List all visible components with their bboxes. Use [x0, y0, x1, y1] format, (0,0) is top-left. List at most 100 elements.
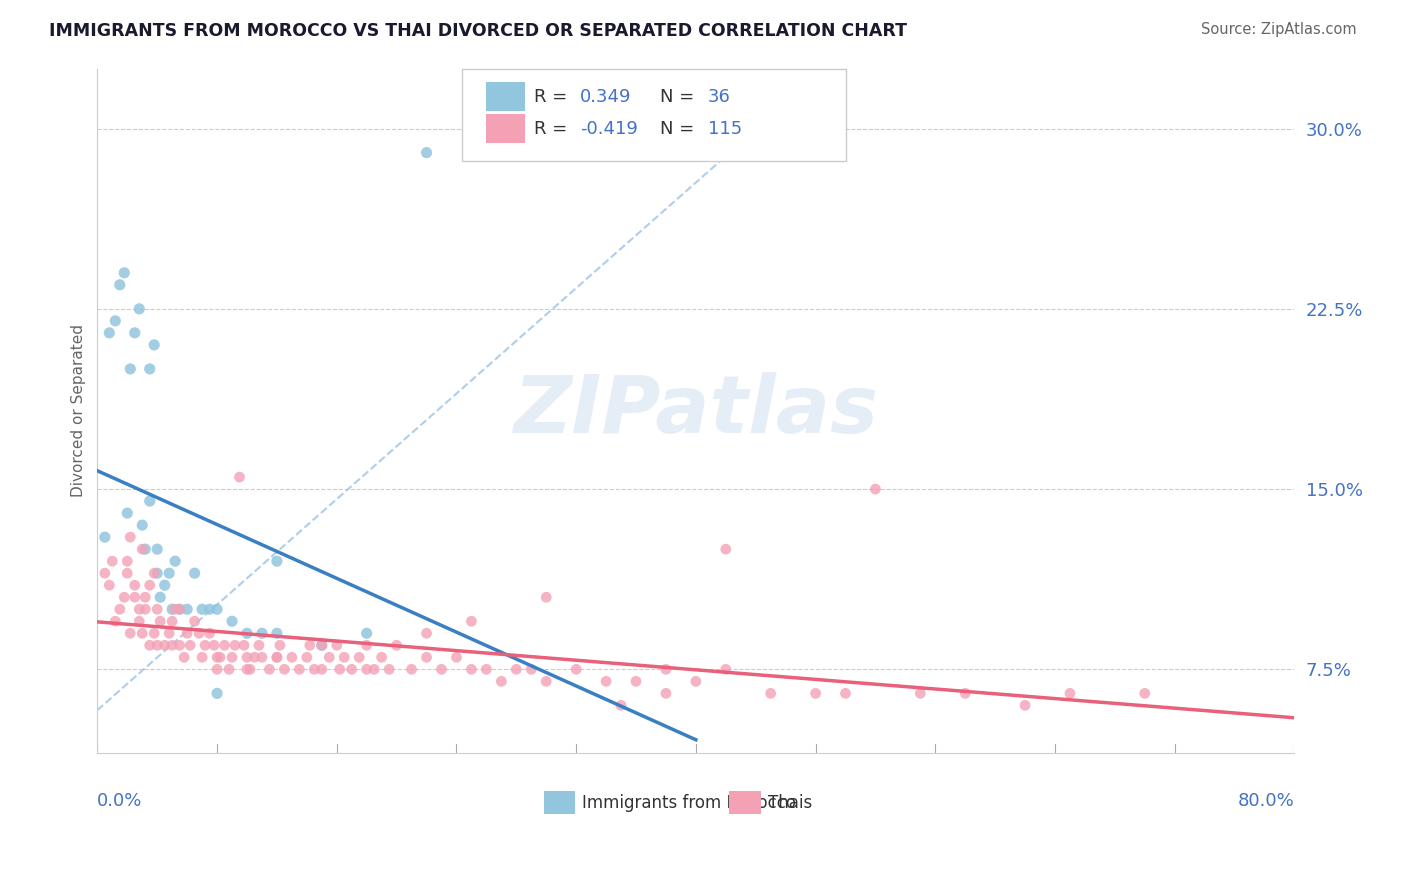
- Point: [460, 614, 482, 628]
- Point: [138, 362, 160, 376]
- Point: [134, 591, 156, 605]
- Point: [333, 650, 356, 665]
- Point: [146, 638, 169, 652]
- Point: [138, 578, 160, 592]
- Text: -0.419: -0.419: [579, 120, 638, 137]
- Point: [149, 614, 172, 628]
- Point: [536, 674, 558, 689]
- Point: [108, 602, 131, 616]
- Point: [153, 638, 176, 652]
- Point: [475, 662, 498, 676]
- Point: [233, 638, 256, 652]
- Point: [138, 494, 160, 508]
- Point: [104, 614, 127, 628]
- Point: [134, 542, 156, 557]
- Point: [266, 626, 288, 640]
- Point: [259, 662, 281, 676]
- Point: [520, 662, 543, 676]
- Point: [183, 566, 205, 581]
- Point: [804, 686, 827, 700]
- Point: [124, 326, 146, 340]
- Point: [288, 662, 311, 676]
- Point: [311, 638, 333, 652]
- Point: [153, 578, 176, 592]
- Point: [311, 638, 333, 652]
- Point: [266, 650, 288, 665]
- Text: 0.0%: 0.0%: [97, 792, 143, 810]
- Point: [595, 674, 617, 689]
- Point: [565, 662, 588, 676]
- Text: N =: N =: [659, 120, 700, 137]
- Point: [179, 638, 201, 652]
- Point: [205, 686, 228, 700]
- Point: [124, 591, 146, 605]
- Point: [329, 662, 352, 676]
- Point: [183, 614, 205, 628]
- Point: [356, 638, 378, 652]
- Point: [131, 626, 153, 640]
- Point: [224, 638, 246, 652]
- Point: [160, 614, 183, 628]
- Point: [714, 662, 737, 676]
- Point: [194, 638, 217, 652]
- Text: Thais: Thais: [768, 794, 811, 812]
- Point: [202, 638, 225, 652]
- Point: [176, 602, 198, 616]
- Y-axis label: Divorced or Separated: Divorced or Separated: [72, 325, 86, 498]
- Point: [236, 662, 259, 676]
- Point: [415, 650, 437, 665]
- FancyBboxPatch shape: [463, 69, 845, 161]
- Point: [112, 266, 135, 280]
- Point: [128, 614, 150, 628]
- Point: [165, 554, 187, 568]
- Point: [1059, 686, 1081, 700]
- Point: [104, 314, 127, 328]
- Point: [491, 674, 513, 689]
- Point: [430, 662, 453, 676]
- Text: Immigrants from Morocco: Immigrants from Morocco: [582, 794, 796, 812]
- Point: [239, 662, 262, 676]
- Point: [714, 542, 737, 557]
- Point: [236, 626, 259, 640]
- Point: [169, 602, 191, 616]
- Point: [266, 650, 288, 665]
- Point: [340, 662, 363, 676]
- Point: [385, 638, 408, 652]
- Point: [228, 470, 250, 484]
- Point: [318, 650, 340, 665]
- Point: [146, 602, 169, 616]
- Point: [198, 602, 221, 616]
- Point: [505, 662, 527, 676]
- Point: [304, 662, 326, 676]
- Point: [401, 662, 423, 676]
- Point: [610, 698, 633, 713]
- Point: [143, 626, 166, 640]
- Point: [120, 626, 142, 640]
- Point: [112, 591, 135, 605]
- Point: [176, 626, 198, 640]
- Point: [250, 650, 273, 665]
- Point: [295, 650, 318, 665]
- Point: [134, 602, 156, 616]
- Point: [117, 566, 139, 581]
- Point: [953, 686, 976, 700]
- Point: [214, 638, 236, 652]
- Text: 0.349: 0.349: [579, 87, 631, 105]
- Point: [149, 591, 172, 605]
- FancyBboxPatch shape: [486, 82, 524, 111]
- Text: 80.0%: 80.0%: [1237, 792, 1295, 810]
- Point: [415, 626, 437, 640]
- Point: [247, 638, 270, 652]
- Point: [191, 650, 214, 665]
- Point: [363, 662, 385, 676]
- Point: [624, 674, 647, 689]
- Point: [269, 638, 291, 652]
- Point: [205, 662, 228, 676]
- Point: [298, 638, 321, 652]
- Point: [146, 542, 169, 557]
- Point: [910, 686, 932, 700]
- Point: [131, 542, 153, 557]
- Point: [536, 591, 558, 605]
- Point: [243, 650, 266, 665]
- Point: [326, 638, 349, 652]
